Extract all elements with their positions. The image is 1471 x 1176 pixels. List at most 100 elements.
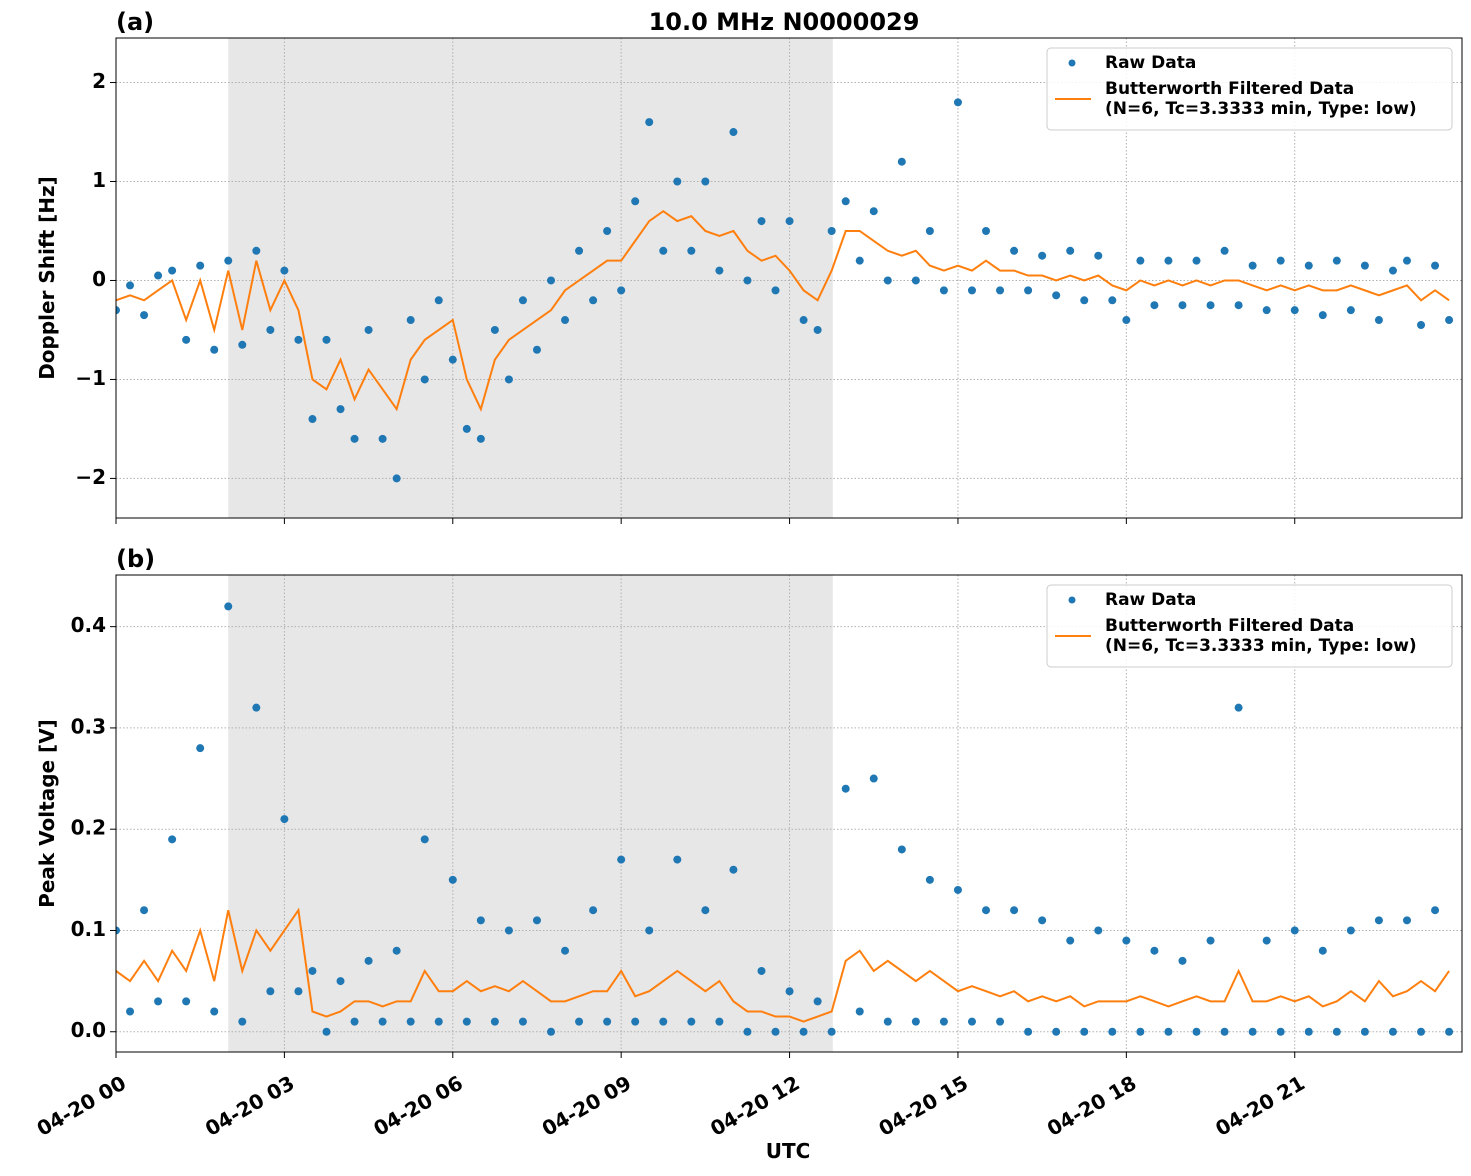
raw-point xyxy=(1220,246,1229,255)
raw-point xyxy=(785,217,794,226)
raw-point xyxy=(1332,256,1341,265)
raw-point xyxy=(617,286,626,295)
raw-point xyxy=(1374,916,1383,925)
legend-marker xyxy=(1068,59,1076,67)
raw-point xyxy=(322,1027,331,1036)
raw-point xyxy=(1010,246,1019,255)
raw-point xyxy=(308,966,317,975)
raw-point xyxy=(1136,256,1145,265)
raw-point xyxy=(589,296,598,305)
raw-point xyxy=(561,946,570,955)
raw-point xyxy=(897,845,906,854)
raw-point xyxy=(799,1027,808,1036)
raw-point xyxy=(1150,946,1159,955)
legend-label-line: Raw Data xyxy=(1105,53,1196,73)
raw-point xyxy=(1038,251,1047,260)
raw-point xyxy=(308,415,317,424)
raw-point xyxy=(392,474,401,483)
raw-point xyxy=(855,256,864,265)
x-tick-label: 04-20 03 xyxy=(201,1071,299,1141)
raw-point xyxy=(518,296,527,305)
raw-point xyxy=(1024,1027,1033,1036)
raw-point xyxy=(701,177,710,186)
raw-point xyxy=(1150,301,1159,310)
raw-point xyxy=(813,997,822,1006)
raw-point xyxy=(659,246,668,255)
raw-point xyxy=(154,997,163,1006)
raw-point xyxy=(869,207,878,216)
raw-point xyxy=(827,1027,836,1036)
raw-point xyxy=(434,296,443,305)
y-tick-label: 1 xyxy=(92,168,106,192)
raw-point xyxy=(869,774,878,783)
raw-point xyxy=(1290,926,1299,935)
raw-point xyxy=(504,375,513,384)
raw-point xyxy=(575,1017,584,1026)
raw-point xyxy=(827,226,836,235)
raw-point xyxy=(1445,316,1454,325)
raw-point xyxy=(1206,936,1215,945)
filtered-series xyxy=(116,209,1450,412)
legend-label: Raw Data xyxy=(1105,53,1196,73)
y-tick-label: 0.0 xyxy=(71,1018,106,1042)
raw-point xyxy=(982,906,991,915)
raw-point xyxy=(883,276,892,285)
raw-point xyxy=(336,405,345,414)
raw-point xyxy=(617,855,626,864)
raw-point xyxy=(210,345,219,354)
raw-point xyxy=(1108,296,1117,305)
raw-point xyxy=(1290,306,1299,315)
raw-point xyxy=(336,977,345,986)
raw-point xyxy=(252,246,261,255)
panel-label: (b) xyxy=(116,545,155,573)
raw-point xyxy=(855,1007,864,1016)
x-tick-label: 04-20 09 xyxy=(538,1071,636,1141)
raw-point xyxy=(140,906,149,915)
raw-point xyxy=(1417,1027,1426,1036)
raw-point xyxy=(953,98,962,107)
raw-point xyxy=(1080,296,1089,305)
raw-point xyxy=(1164,1027,1173,1036)
raw-point xyxy=(350,434,359,443)
legend-marker xyxy=(1068,596,1076,604)
raw-point xyxy=(1388,266,1397,275)
raw-point xyxy=(1318,946,1327,955)
y-tick-label: 2 xyxy=(92,69,106,93)
x-axis-label: UTC xyxy=(766,1139,811,1163)
raw-point xyxy=(561,316,570,325)
raw-point xyxy=(1360,1027,1369,1036)
raw-point xyxy=(1066,936,1075,945)
raw-point xyxy=(1066,246,1075,255)
raw-point xyxy=(1304,261,1313,270)
raw-point xyxy=(448,875,457,884)
raw-point xyxy=(967,286,976,295)
raw-point xyxy=(785,987,794,996)
raw-point xyxy=(518,1017,527,1026)
raw-point xyxy=(729,865,738,874)
raw-point xyxy=(1136,1027,1145,1036)
raw-point xyxy=(490,325,499,334)
raw-point xyxy=(1178,301,1187,310)
raw-point xyxy=(1108,1027,1117,1036)
x-tick-label: 04-20 21 xyxy=(1211,1071,1309,1141)
raw-point xyxy=(434,1017,443,1026)
raw-point xyxy=(673,855,682,864)
raw-point xyxy=(645,118,654,127)
raw-point xyxy=(757,966,766,975)
legend-frame xyxy=(1046,584,1453,668)
raw-point xyxy=(953,885,962,894)
axes-frame xyxy=(115,37,1463,519)
raw-point xyxy=(322,335,331,344)
legend-label: Butterworth Filtered Data (N=6, Tc=3.3333… xyxy=(1105,616,1417,656)
raw-point xyxy=(462,1017,471,1026)
raw-point xyxy=(547,1027,556,1036)
raw-point xyxy=(1206,301,1215,310)
raw-point xyxy=(406,316,415,325)
panel: 04-20 00 04-20 03 04-20 06 04-20 09 04-20 12… xyxy=(33,545,1463,1163)
raw-point xyxy=(1332,1027,1341,1036)
raw-point xyxy=(1122,936,1131,945)
raw-point xyxy=(1192,256,1201,265)
raw-point xyxy=(1052,1027,1061,1036)
raw-point xyxy=(238,1017,247,1026)
raw-point xyxy=(771,1027,780,1036)
